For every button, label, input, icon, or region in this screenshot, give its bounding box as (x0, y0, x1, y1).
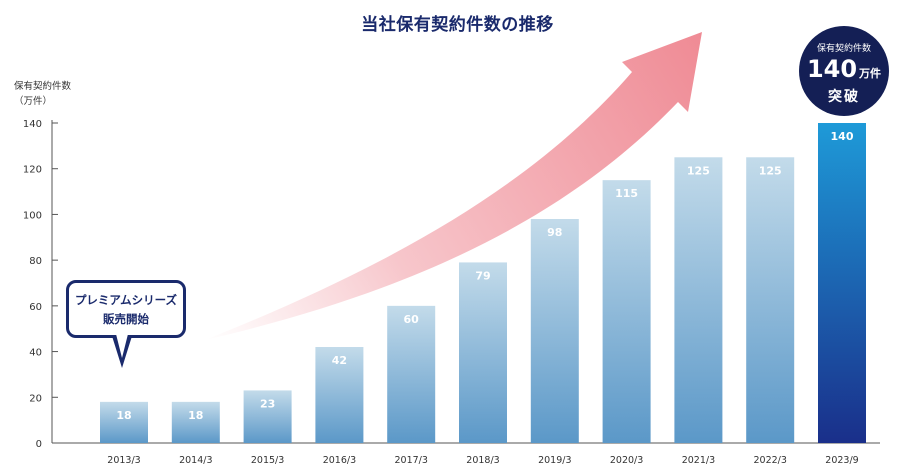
y-tick-label: 120 (23, 165, 42, 176)
data-label: 18 (116, 409, 131, 422)
callout-line1: プレミアムシリーズ (74, 293, 178, 307)
badge-unit: 万件 (859, 67, 882, 80)
x-tick-label: 2015/3 (251, 455, 284, 466)
x-tick-label: 2023/9 (825, 455, 858, 466)
data-label: 140 (831, 130, 854, 143)
bar-2021/3 (674, 157, 723, 444)
x-tick-label: 2022/3 (753, 455, 786, 466)
bar-2020/3 (602, 180, 651, 443)
y-tick-label: 100 (23, 210, 42, 221)
badge-number: 140 (806, 55, 858, 83)
data-label: 98 (547, 226, 562, 239)
badge-caption: 保有契約件数 (816, 44, 871, 54)
y-tick-label: 0 (36, 439, 42, 450)
data-label: 125 (687, 164, 710, 177)
data-label: 60 (404, 313, 420, 326)
milestone-badge: 保有契約件数 140 万件 突破 (799, 26, 889, 116)
bar-2014/3 (171, 401, 220, 443)
series-launch-callout: プレミアムシリーズ 販売開始 (66, 280, 186, 338)
bar-2023/9 (818, 123, 866, 443)
bar-2016/3 (315, 347, 364, 443)
bar-2013/3 (100, 401, 148, 443)
y-tick-label: 40 (29, 348, 42, 359)
bar-2018/3 (459, 262, 507, 443)
bar-2022/3 (746, 157, 795, 444)
x-tick-label: 2021/3 (682, 455, 715, 466)
y-tick-label: 60 (29, 302, 42, 313)
y-tick-label: 20 (29, 393, 42, 404)
y-tick-label: 140 (23, 119, 42, 130)
bar-2015/3 (243, 390, 292, 443)
data-label: 79 (475, 269, 490, 282)
x-tick-label: 2013/3 (107, 455, 140, 466)
data-label: 18 (188, 409, 203, 422)
growth-arrow (205, 32, 702, 340)
data-label: 23 (260, 397, 275, 410)
x-tick-label: 2014/3 (179, 455, 212, 466)
callout-line2: 販売開始 (103, 312, 149, 326)
x-tick-label: 2017/3 (394, 455, 427, 466)
y-axis-label: 保有契約件数 （万件） (14, 79, 71, 109)
bar-2019/3 (530, 219, 579, 443)
y-axis-label-line1: 保有契約件数 (14, 81, 72, 92)
data-label: 42 (332, 354, 347, 367)
x-tick-label: 2019/3 (538, 455, 571, 466)
badge-suffix: 突破 (828, 89, 860, 105)
x-tick-label: 2016/3 (323, 455, 356, 466)
chart-title: 当社保有契約件数の推移 (361, 15, 554, 35)
data-label: 125 (759, 164, 782, 177)
data-label: 115 (615, 187, 638, 200)
bar-2017/3 (387, 305, 436, 443)
y-axis-label-line2: （万件） (14, 96, 53, 107)
x-tick-label: 2018/3 (466, 455, 499, 466)
y-tick-label: 80 (29, 256, 42, 267)
callout-pointer-inner (116, 334, 128, 358)
x-tick-label: 2020/3 (610, 455, 643, 466)
badge-value: 140 万件 (799, 55, 889, 83)
